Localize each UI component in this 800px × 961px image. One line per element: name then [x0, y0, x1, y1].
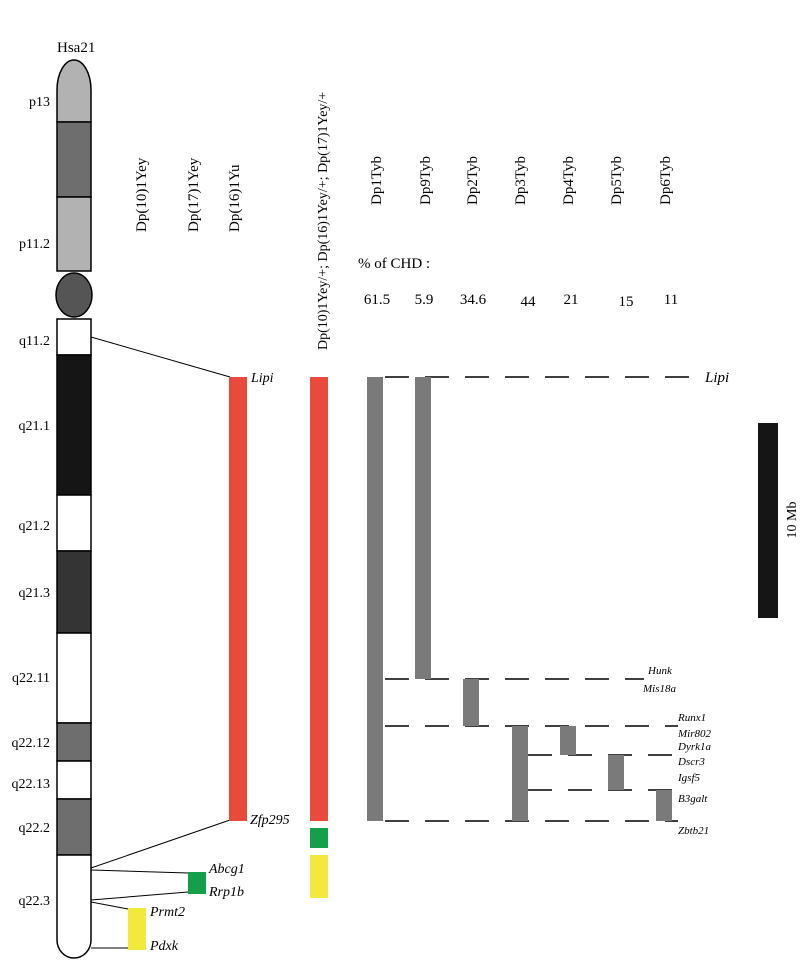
connector-prmt2 [90, 901, 129, 910]
connector-abcg1 [90, 869, 189, 874]
chromosome-q-arm [56, 318, 92, 959]
band-label: q22.11 [12, 671, 50, 686]
gene-label-b3galt: B3galt [678, 793, 708, 805]
chd-value: 44 [521, 294, 537, 310]
gene-label-mis18a: Mis18a [642, 683, 677, 695]
band-labels: p13 p11.2 q11.2 q21.1 q21.2 q21.3 q22.11… [12, 95, 51, 909]
band-q21-3-shape [56, 550, 92, 634]
band-q22-3-shape [56, 854, 92, 959]
bar-dp3tyb [512, 726, 528, 821]
tyb-label: Dp5Tyb [609, 156, 625, 205]
tyb-label: Dp9Tyb [418, 156, 434, 205]
boundary-lines [385, 376, 696, 822]
band-q22-13-shape [56, 760, 92, 800]
gene-label-lipi: Lipi [250, 371, 274, 386]
combined-segment-green [310, 828, 328, 848]
connector-lines [90, 336, 231, 949]
chd-value: 11 [664, 292, 678, 308]
model-label-combined: Dp(10)1Yey/+; Dp(16)1Yey/+; Dp(17)1Yey/+ [316, 92, 331, 350]
model-label-dp17: Dp(17)1Yey [186, 157, 202, 232]
tyb-label: Dp2Tyb [465, 156, 481, 205]
band-label: q22.2 [19, 821, 51, 836]
segment-dp10-yellow [128, 908, 146, 950]
band-q22-12-shape [56, 722, 92, 762]
bar-dp2tyb [463, 679, 479, 726]
combined-segment-red [310, 377, 328, 821]
centromere [55, 272, 93, 318]
band-p12-shape [56, 121, 92, 198]
tyb-bars [367, 377, 672, 821]
bar-dp9tyb [415, 377, 431, 679]
gene-label-zbtb21: Zbtb21 [678, 825, 709, 837]
scale-bar [758, 423, 778, 618]
chd-value: 61.5 [364, 292, 390, 308]
connector-lipi [90, 336, 231, 378]
gene-label-dscr3: Dscr3 [677, 756, 705, 768]
gene-label-right-lipi: Lipi [704, 370, 729, 386]
band-q11-2-shape [56, 318, 92, 356]
chromosome-title: Hsa21 [57, 40, 95, 56]
gene-label-mir802: Mir802 [677, 728, 712, 740]
gene-label-igsf5: Igsf5 [677, 772, 701, 784]
gene-label-zfp295: Zfp295 [250, 813, 290, 828]
chd-value: 34.6 [460, 292, 487, 308]
chd-value: 15 [619, 294, 634, 310]
gene-label-runx1: Runx1 [677, 712, 706, 724]
bar-dp6tyb [656, 790, 672, 821]
band-label: q11.2 [19, 334, 50, 349]
tyb-label: Dp4Tyb [561, 156, 577, 205]
gene-label-rrp1b: Rrp1b [208, 885, 244, 900]
tyb-label: Dp3Tyb [513, 156, 529, 205]
chd-value: 5.9 [415, 292, 434, 308]
gene-label-hunk: Hunk [647, 665, 673, 677]
band-p13-shape [56, 59, 92, 123]
band-p11-2-shape [56, 196, 92, 272]
chd-value: 21 [564, 292, 579, 308]
bar-dp4tyb [560, 726, 576, 755]
connector-rrp1b [90, 891, 189, 901]
band-q22-11-shape [56, 632, 92, 724]
band-q21-1-shape [56, 354, 92, 496]
band-label: q22.12 [12, 736, 51, 751]
gene-label-abcg1: Abcg1 [208, 862, 245, 877]
combined-segment-yellow [310, 855, 328, 898]
band-label: p13 [29, 95, 50, 110]
band-q21-2-shape [56, 494, 92, 552]
band-q22-2-shape [56, 798, 92, 856]
scale-bar-label: 10 Mb [785, 502, 800, 539]
chd-label: % of CHD : [358, 256, 430, 272]
segment-dp17-green [188, 872, 206, 894]
tyb-label: Dp1Tyb [369, 156, 385, 205]
band-label: q22.3 [19, 894, 51, 909]
gene-label-dyrk1a: Dyrk1a [677, 741, 711, 753]
band-label: q21.2 [19, 519, 51, 534]
tyb-labels: Dp1Tyb Dp9Tyb Dp2Tyb Dp3Tyb Dp4Tyb Dp5Ty… [369, 156, 674, 205]
chromosome-p-arm [56, 59, 92, 272]
bar-dp1tyb [367, 377, 383, 821]
band-label: q21.3 [19, 586, 51, 601]
chd-values: 61.5 5.9 34.6 44 21 15 11 [364, 292, 678, 310]
model-label-dp10: Dp(10)1Yey [134, 157, 150, 232]
segment-dp16-red [229, 377, 247, 821]
tyb-label: Dp6Tyb [658, 156, 674, 205]
gene-label-pdxk: Pdxk [149, 939, 179, 954]
band-label: q21.1 [19, 419, 51, 434]
band-label: p11.2 [19, 237, 50, 252]
connector-zfp295 [90, 819, 231, 869]
model-label-dp16: Dp(16)1Yu [227, 164, 243, 232]
bar-dp5tyb [608, 755, 624, 790]
gene-label-prmt2: Prmt2 [149, 905, 185, 920]
band-label: q22.13 [12, 777, 51, 792]
